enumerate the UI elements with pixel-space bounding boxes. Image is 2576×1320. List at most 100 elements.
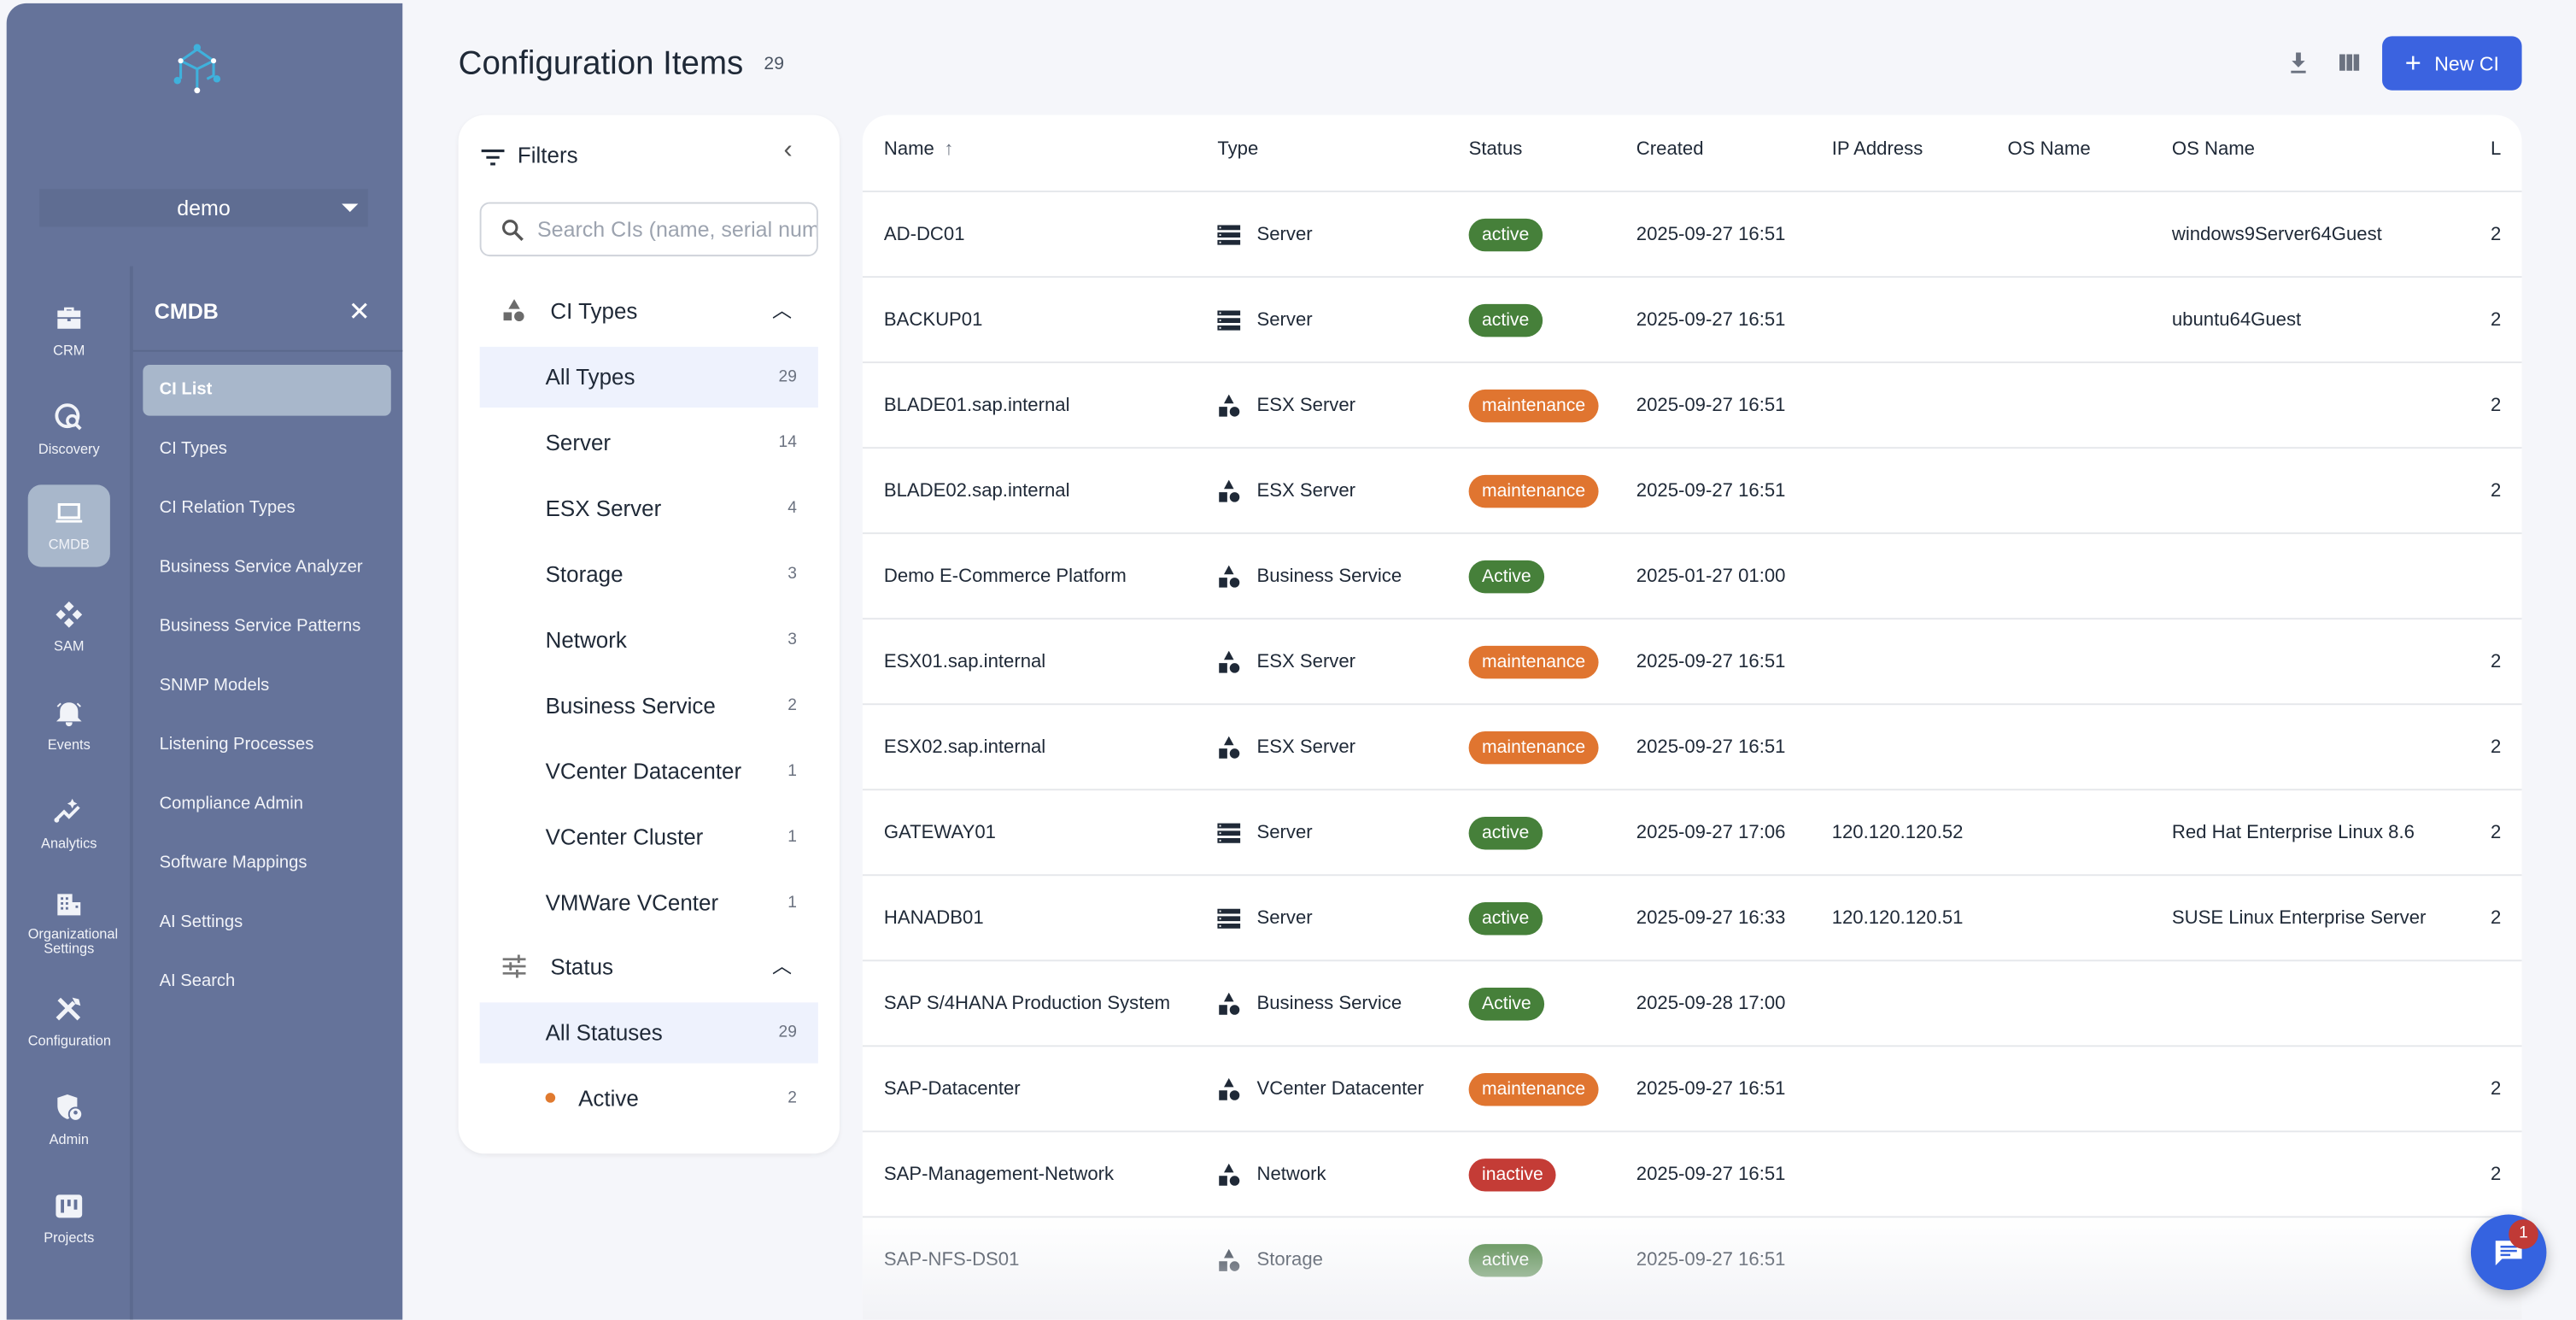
ci-table: Name ↑ Type Status Created IP Address OS Name O… [862,114,2522,1320]
table-row[interactable]: SAP-Management-Network Network inactive 202… [862,1130,2522,1216]
table-row[interactable]: BACKUP01 Server active 2025-09-27 16:51 ubun… [862,276,2522,361]
status-badge: maintenance [1468,645,1599,679]
cell-name: ESX02.sap.internal [883,737,1046,758]
status-badge: maintenance [1468,730,1599,765]
sliders-icon [502,954,526,978]
submenu-item-listening-processes[interactable]: Listening Processes [159,734,314,754]
table-row[interactable]: HANADB01 Server active 2025-09-27 16:33 120.… [862,874,2522,959]
cell-name: BLADE02.sap.internal [883,481,1070,502]
table-row[interactable]: AD-DC01 Server active 2025-09-27 16:51 windo… [862,191,2522,276]
search-input[interactable] [536,203,817,255]
download-icon[interactable] [2286,50,2312,76]
ci-types-heading[interactable]: CI Types [550,299,638,324]
rail-item-analytics[interactable]: Analytics [28,797,110,879]
table-row[interactable]: BLADE02.sap.internal ESX Server maintenanc… [862,447,2522,532]
filter-option[interactable]: Storage 3 [480,544,818,605]
filter-option[interactable]: Active 2 [480,1068,818,1129]
server-icon [1217,225,1241,245]
cell-last: 2 [2491,1079,2502,1100]
filter-option[interactable]: VCenter Datacenter 1 [480,741,818,801]
close-icon[interactable]: ✕ [348,299,371,327]
analytics-icon [54,798,80,823]
column-header[interactable]: IP Address [1832,139,1923,159]
search-icon [502,220,524,242]
column-header[interactable]: Status [1469,139,1523,159]
rail-item-admin[interactable]: Admin [28,1093,110,1175]
status-badge: maintenance [1468,389,1599,423]
filter-option[interactable]: All Types 29 [479,346,818,408]
table-row[interactable]: Demo E-Commerce Platform Business Service… [862,532,2522,618]
columns-icon[interactable] [2336,50,2362,76]
filter-option-label: Active [578,1086,639,1112]
rail-item-configuration[interactable]: Configuration [28,994,111,1077]
rail-item-cmdb[interactable]: CMDB [27,484,110,567]
table-row[interactable]: BLADE01.sap.internal ESX Server maintenanc… [862,361,2522,447]
filter-option-label: VCenter Datacenter [545,759,742,784]
submenu-item-ci-relation-types[interactable]: CI Relation Types [159,497,296,518]
rail-item-events[interactable]: Events [28,698,110,780]
status-badge: active [1468,816,1543,850]
filter-option[interactable]: VCenter Cluster 1 [480,807,818,867]
filter-icon [481,150,505,166]
filter-option[interactable]: ESX Server 4 [480,478,818,539]
rail-item-label: CMDB [48,536,90,553]
tenant-select[interactable]: demo [39,189,368,227]
submenu-item-ai-settings[interactable]: AI Settings [159,912,243,932]
submenu-item-business-service-patterns[interactable]: Business Service Patterns [159,616,361,637]
table-row[interactable]: SAP-Datacenter VCenter Datacenter maintena… [862,1045,2522,1130]
table-row[interactable]: ESX02.sap.internal ESX Server maintenance 2… [862,703,2522,789]
rail-item-organizational-settings[interactable]: Organizational Settings [28,888,118,970]
submenu-item-software-mappings[interactable]: Software Mappings [159,853,307,873]
filter-option-label: All Statuses [545,1020,663,1046]
rail-item-discovery[interactable]: Discovery [28,402,110,484]
column-header[interactable]: L [2491,139,2501,159]
filter-option[interactable]: Business Service 2 [480,676,818,736]
table-row[interactable]: SAP S/4HANA Production System Business Se… [862,959,2522,1045]
column-header[interactable]: OS Name [2172,139,2255,159]
submenu-item-compliance-admin[interactable]: Compliance Admin [159,794,303,814]
rail-item-label: SAM [54,637,85,654]
rail-item-crm[interactable]: CRM [28,304,110,386]
column-header[interactable]: Type [1217,139,1258,159]
cell-os2: SUSE Linux Enterprise Server [2171,908,2427,929]
search-field[interactable] [479,202,818,257]
filter-option-label: VMWare VCenter [545,890,719,916]
rail-item-sam[interactable]: SAM [28,600,110,682]
filter-option-label: ESX Server [545,496,662,521]
new-ci-button[interactable]: + New CI [2382,36,2522,91]
filter-option[interactable]: VMWare VCenter 1 [480,872,818,933]
status-heading[interactable]: Status [550,954,614,980]
rail-item-label: Events [47,736,91,753]
filter-option-count: 3 [787,565,797,584]
server-icon [1217,823,1241,843]
submenu-item-ai-search[interactable]: AI Search [159,971,236,991]
submenu-item-ci-types[interactable]: CI Types [159,438,227,459]
chevron-up-icon[interactable]: ︿ [772,299,793,323]
column-header-label: Status [1468,139,1523,160]
chevron-up-icon[interactable]: ︿ [772,954,793,978]
rail-item-projects[interactable]: Projects [28,1192,110,1274]
filter-option[interactable]: Server 14 [480,413,818,473]
cell-os2: Red Hat Enterprise Linux 8.6 [2171,823,2415,843]
submenu-item-business-service-analyzer[interactable]: Business Service Analyzer [159,557,363,578]
table-row[interactable]: GATEWAY01 Server active 2025-09-27 17:06 120… [862,789,2522,874]
submenu-item-snmp-models[interactable]: SNMP Models [159,675,270,695]
column-header-label: IP Address [1831,139,1923,160]
collapse-chevron-icon[interactable]: ‹ [783,136,793,165]
cell-type: Server [1256,310,1313,331]
cell-type: ESX Server [1256,737,1356,758]
column-header[interactable]: Created [1636,139,1704,159]
column-header-label: L [2491,139,2502,160]
submenu-item-ci-list[interactable]: CI List [143,365,391,416]
sort-asc-icon[interactable]: ↑ [944,139,954,160]
submenu-title: CMDB [154,299,219,324]
filter-option[interactable]: Network 3 [480,610,818,671]
column-header[interactable]: OS Name [2008,139,2091,159]
column-header-label: Name [883,139,934,160]
rail-item-label: CRM [53,342,85,359]
filter-option-count: 2 [787,696,797,715]
filter-option[interactable]: All Statuses 29 [479,1002,818,1064]
column-header[interactable]: Name ↑ [884,139,954,159]
shield-user-icon [57,1094,84,1122]
table-row[interactable]: ESX01.sap.internal ESX Server maintenance 2… [862,618,2522,703]
